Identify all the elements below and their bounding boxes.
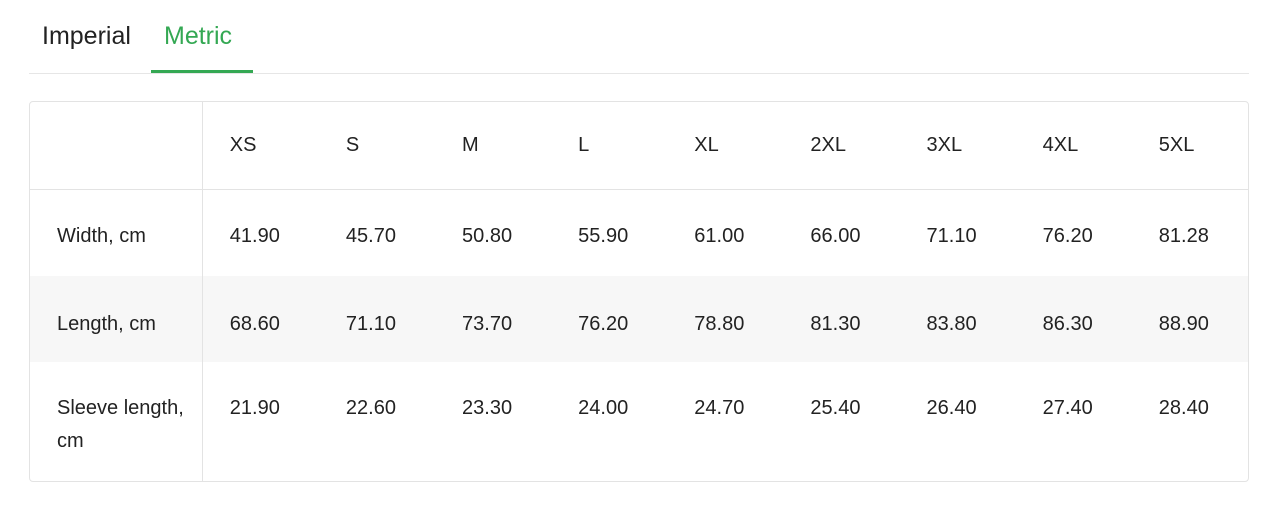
row-label: Width, cm [30,189,203,276]
table-row: Width, cm 41.90 45.70 50.80 55.90 61.00 66.00 7… [30,189,1248,276]
measurement-cell: 71.10 [926,225,977,247]
measurement-cell: 68.60 [202,275,319,362]
measurement-cell: 27.40 [1042,396,1093,419]
measurement-cell: 55.90 [578,225,629,247]
measurement-cell: 41.90 [229,225,280,247]
size-header: M [435,102,552,190]
measurement-cell: 66.00 [810,225,861,247]
row-label: Sleeve length, cm [30,361,203,481]
table-row: Length, cm 68.60 71.10 73.70 76.20 78.80 81.30… [30,275,1248,362]
measurement-cell: 81.30 [783,275,900,362]
measurement-cell: 50.80 [462,225,513,247]
measurement-cell: 24.00 [578,396,629,419]
measurement-cell: 81.28 [1158,225,1209,247]
tab-metric[interactable]: Metric [164,22,233,50]
size-header: 2XL [783,102,900,190]
measurement-cell: 76.20 [551,275,668,362]
header-row: XS S M L XL 2XL 3XL 4XL 5XL [30,102,1248,190]
tab-imperial[interactable]: Imperial [42,22,131,50]
measurement-cell: 23.30 [462,396,513,419]
measurement-cell: 71.10 [318,275,436,362]
size-header: 3XL [899,102,1016,190]
table-row: Sleeve length, cm 21.90 22.60 23.30 24.00 24.… [30,361,1248,481]
measurement-cell: 21.90 [229,396,280,419]
measurement-cell: 61.00 [694,225,745,247]
size-header: S [318,102,436,190]
size-header: L [551,102,668,190]
row-label: Length, cm [30,275,203,362]
measurement-cell: 25.40 [810,396,861,419]
size-header: 5XL [1131,102,1248,190]
measurement-cell: 78.80 [667,275,784,362]
size-header: XL [667,102,784,190]
measurement-cell: 26.40 [926,396,977,419]
size-header: 4XL [1015,102,1132,190]
measurement-cell: 24.70 [694,396,745,419]
measurement-cell: 45.70 [345,225,396,247]
measurement-cell: 86.30 [1015,275,1132,362]
unit-tabs: Imperial Metric [29,0,1249,74]
size-header: XS [202,102,319,190]
corner-cell [30,102,203,190]
measurement-cell: 88.90 [1131,275,1248,362]
measurement-cell: 83.80 [899,275,1016,362]
measurement-cell: 76.20 [1042,225,1093,247]
measurement-cell: 73.70 [435,275,552,362]
measurement-cell: 28.40 [1158,396,1209,419]
size-chart-table: XS S M L XL 2XL 3XL 4XL 5XL Width, cm 41.90 45.70 50… [29,101,1249,482]
active-tab-indicator [151,70,253,73]
measurement-cell: 22.60 [345,396,396,419]
